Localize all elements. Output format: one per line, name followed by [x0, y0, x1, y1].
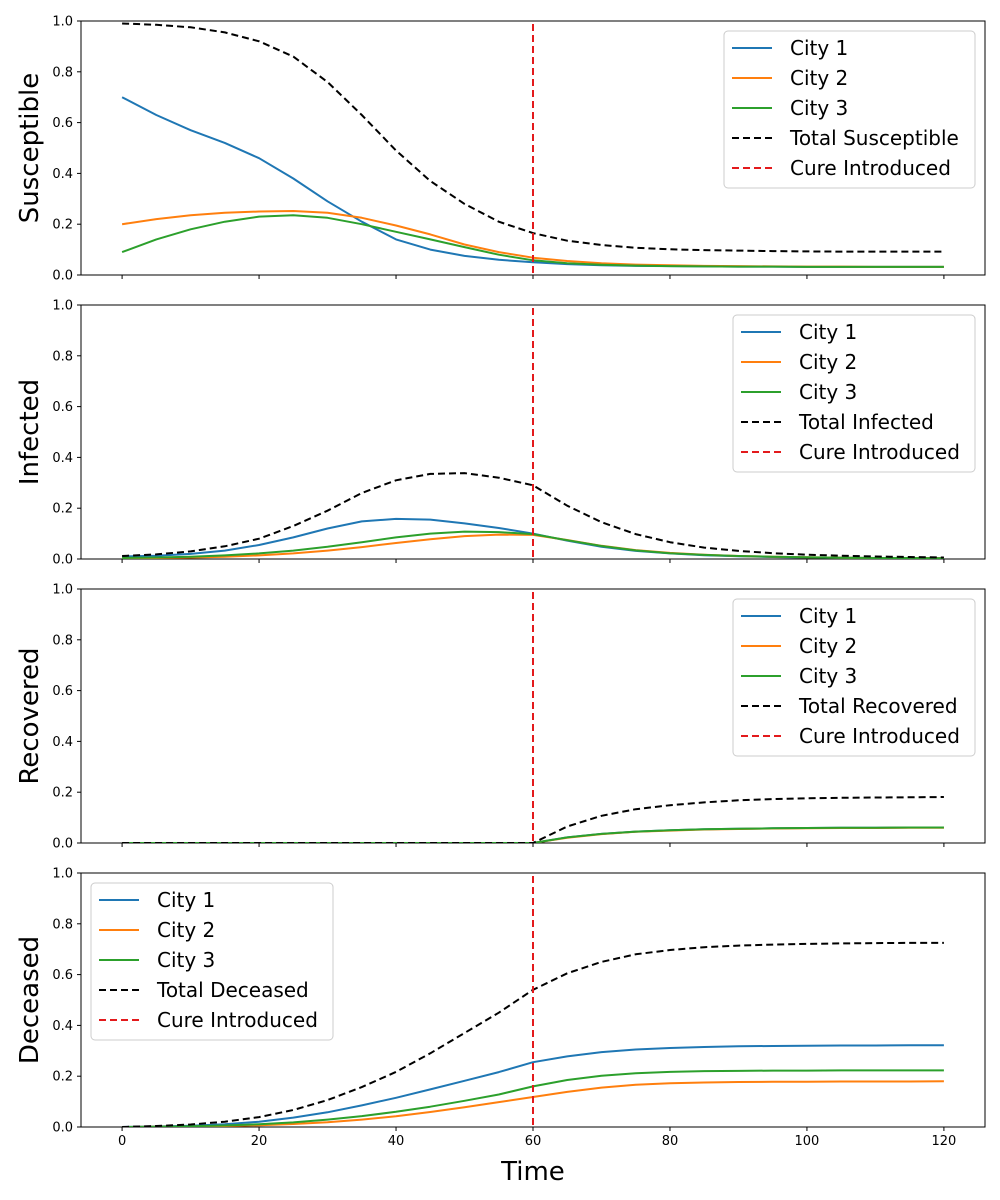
- legend-label-city-1: City 1: [799, 320, 857, 344]
- legend-label-city-3: City 3: [790, 96, 848, 120]
- y-tick-label: 0.2: [52, 1070, 73, 1085]
- y-tick-label: 0.4: [52, 735, 73, 750]
- series-line-city-1: [122, 1044, 944, 1127]
- legend-label-city-1: City 1: [790, 36, 848, 60]
- legend-label-city-2: City 2: [799, 634, 857, 658]
- legend-box: [732, 598, 976, 757]
- y-tick-label: 0.8: [52, 633, 73, 648]
- legend-label-city-3: City 3: [799, 664, 857, 688]
- y-tick-label: 0.4: [52, 1019, 73, 1034]
- y-tick-label: 0.0: [52, 1121, 73, 1136]
- y-tick-label: 1.0: [52, 583, 73, 598]
- x-tick-label: 0: [118, 1134, 126, 1149]
- x-tick-label: 40: [388, 1134, 405, 1149]
- x-tick-label: 80: [662, 1134, 679, 1149]
- y-tick-label: 0.8: [52, 65, 73, 80]
- legend-label-city-2: City 2: [790, 66, 848, 90]
- legend-label-total-deceased: Total Deceased: [156, 978, 309, 1002]
- x-tick-label: 20: [251, 1134, 268, 1149]
- x-tick-label: 60: [525, 1134, 542, 1149]
- legend-label-city-1: City 1: [799, 604, 857, 628]
- y-axis-label: Deceased: [15, 936, 45, 1064]
- legend-box: [90, 882, 334, 1041]
- subplot-deceased: 0.0 0.2 0.4 0.6 0.8 1.0 0 20 40 60 80 100 120 Decease…: [15, 867, 986, 1149]
- plot-area: [122, 308, 944, 559]
- x-tick-label: 100: [795, 1134, 820, 1149]
- x-axis-label: Time: [500, 1157, 565, 1187]
- y-tick-label: 0.2: [52, 218, 73, 233]
- y-tick-label: 1.0: [52, 867, 73, 882]
- y-tick-label: 0.4: [52, 167, 73, 182]
- legend-label-city-3: City 3: [799, 380, 857, 404]
- y-axis-label: Recovered: [15, 647, 45, 784]
- legend-label-cure-introduced: Cure Introduced: [790, 156, 951, 180]
- y-tick-label: 0.0: [52, 553, 73, 568]
- legend: City 1 City 2 City 3 Total Infected Cure Int…: [732, 314, 976, 473]
- y-tick-label: 0.6: [52, 116, 73, 131]
- y-tick-label: 0.6: [52, 968, 73, 983]
- y-tick-label: 0.8: [52, 917, 73, 932]
- y-tick-label: 1.0: [52, 15, 73, 30]
- x-tick-label: 120: [931, 1134, 956, 1149]
- legend-label-cure-introduced: Cure Introduced: [799, 440, 960, 464]
- y-tick-label: 0.2: [52, 502, 73, 517]
- y-axis-label: Susceptible: [15, 73, 45, 223]
- plot-area: [121, 22, 944, 275]
- y-axis-label: Infected: [15, 379, 45, 485]
- series-line-total-infected: [122, 472, 944, 559]
- plot-area: [122, 592, 944, 843]
- legend-box: [732, 314, 976, 473]
- legend-label-city-3: City 3: [157, 948, 215, 972]
- legend-label-total-infected: Total Infected: [798, 410, 934, 434]
- legend-label-total-recovered: Total Recovered: [798, 694, 958, 718]
- legend: City 1 City 2 City 3 Total Deceased Cure Int…: [90, 882, 334, 1041]
- legend-label-city-2: City 2: [799, 350, 857, 374]
- y-tick-label: 0.8: [52, 349, 73, 364]
- legend-box: [723, 30, 976, 189]
- y-tick-label: 0.4: [52, 451, 73, 466]
- plot-area: [122, 876, 944, 1127]
- legend: City 1 City 2 City 3 Total Susceptible Cure …: [723, 30, 976, 189]
- legend-label-cure-introduced: Cure Introduced: [799, 724, 960, 748]
- y-tick-label: 0.6: [52, 684, 73, 699]
- legend-label-cure-introduced: Cure Introduced: [157, 1008, 318, 1032]
- series-line-city-3: [122, 826, 944, 843]
- y-tick-label: 0.0: [52, 837, 73, 852]
- y-tick-label: 0.0: [52, 269, 73, 284]
- legend-label-city-2: City 2: [157, 918, 215, 942]
- y-tick-label: 0.2: [52, 786, 73, 801]
- legend: City 1 City 2 City 3 Total Recovered Cure In…: [732, 598, 976, 757]
- y-tick-label: 1.0: [52, 299, 73, 314]
- legend-label-city-1: City 1: [157, 888, 215, 912]
- legend-label-total-susceptible: Total Susceptible: [789, 126, 959, 150]
- y-tick-label: 0.6: [52, 400, 73, 415]
